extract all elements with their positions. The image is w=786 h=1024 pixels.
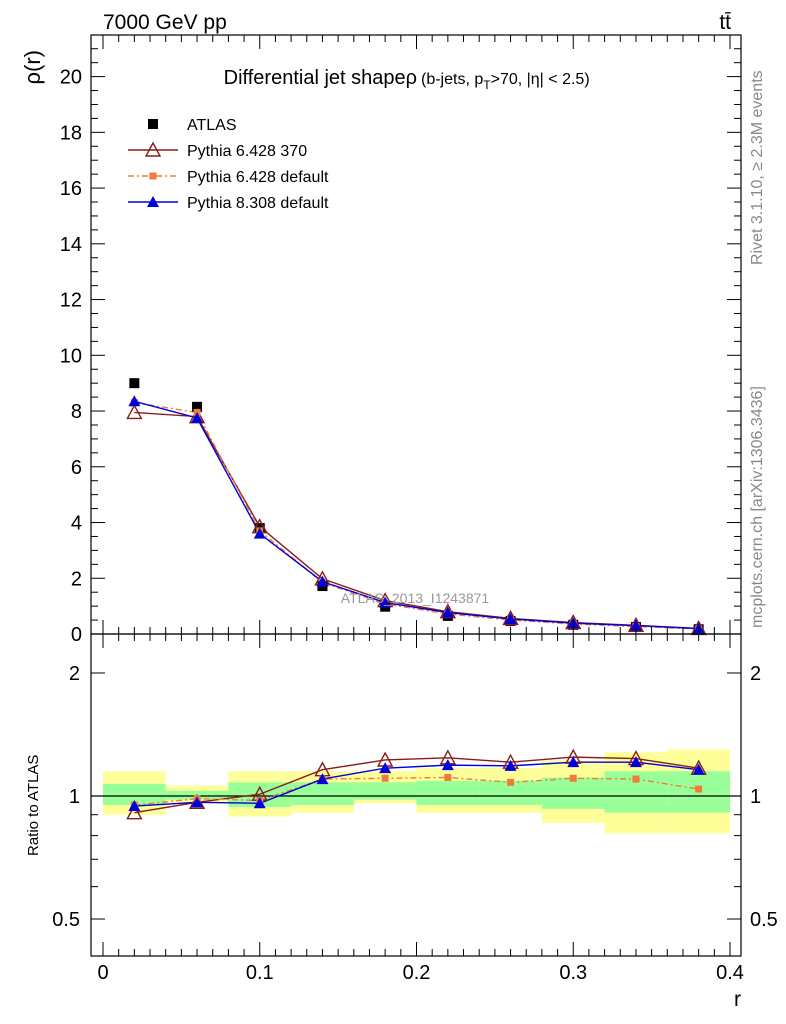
main-y-tick-label: 20 (60, 67, 82, 89)
main-point-pythia-8-308-default (629, 619, 642, 631)
legend-marker-pythia-6-428-default (149, 172, 157, 180)
ratio-point-pythia-8-308-default (379, 762, 392, 774)
ratio-point-pythia-8-308-default (191, 796, 204, 808)
ratio-y-tick-label-right: 1 (750, 786, 761, 808)
main-point-pythia-8-308-default (316, 575, 329, 587)
ratio-line-pythia-8-308-default (134, 761, 699, 807)
main-axis-ticks: 0 2 4 6 8 10 12 14 16 18 20 (60, 35, 741, 646)
main-line-pythia-8-308-default (134, 400, 699, 630)
ratio-series-markers (126, 748, 707, 820)
main-y-tick-label: 2 (71, 568, 82, 590)
x-tick-label: 0.4 (716, 962, 744, 984)
main-y-tick-label: 14 (60, 234, 82, 256)
x-tick-label: 0.1 (246, 962, 274, 984)
ratio-point-pythia-6-428-default (444, 773, 452, 781)
main-y-tick-label: 10 (60, 345, 82, 367)
legend: ATLAS Pythia 6.428 370 Pythia 6.428 defaul… (128, 117, 329, 212)
main-y-axis-label: ρ(r) (20, 50, 45, 85)
legend-label-atlas: ATLAS (187, 117, 237, 134)
main-point-pythia-8-308-default (191, 412, 204, 424)
main-panel: 0 2 4 6 8 10 12 14 16 18 20 ρ(r) Differential jet … (20, 34, 742, 646)
main-point-atlas (192, 401, 203, 412)
legend-label-pythia-8-308-default: Pythia 8.308 default (187, 195, 329, 212)
ratio-series-lines (134, 756, 699, 814)
ratio-line-pythia-6-428-370 (134, 756, 699, 814)
ratio-y-tick-label-right: 2 (750, 663, 761, 685)
ratio-line-pythia-6-428-default (134, 776, 699, 806)
ratio-y-axis-label: Ratio to ATLAS (25, 755, 42, 856)
main-point-pythia-8-308-default (253, 527, 266, 539)
main-y-tick-label: 4 (71, 513, 82, 535)
main-subtitle: (b-jets, pT>70, |η| < 2.5) (421, 71, 590, 92)
stat-uncertainty-band (291, 782, 354, 806)
main-series-lines (134, 400, 699, 630)
ratio-frame (90, 633, 742, 957)
ratio-point-pythia-8-308-default (629, 756, 642, 768)
ratio-y-tick-label-left: 0.5 (52, 909, 80, 931)
ratio-y-tick-label-left: 2 (69, 663, 80, 685)
ratio-point-pythia-8-308-default (692, 763, 705, 775)
legend-marker-atlas (148, 119, 158, 129)
ratio-point-pythia-8-308-default (441, 759, 454, 771)
process-label: tt̄ (719, 11, 731, 34)
stat-uncertainty-band (416, 780, 480, 806)
stat-uncertainty-band (103, 783, 166, 806)
ratio-panel: 0.5 0.5 1 1 2 2 0 0.1 0.2 0.3 0.4 Ratio to ATLAS r (25, 633, 778, 1011)
main-line-pythia-6-428-default (134, 401, 699, 630)
ratio-point-pythia-6-428-default (381, 774, 389, 782)
subtitle-part-1: (b-jets, p (421, 71, 483, 88)
ratio-point-pythia-8-308-default (128, 800, 141, 812)
legend-label-pythia-6-428-default: Pythia 6.428 default (187, 169, 329, 186)
mcplots-label: mcplots.cern.ch [arXiv:1306.3436] (749, 386, 766, 628)
main-y-tick-label: 16 (60, 178, 82, 200)
main-point-pythia-8-308-default (379, 596, 392, 608)
stat-uncertainty-band (353, 782, 417, 800)
ratio-point-pythia-6-428-default (632, 775, 640, 783)
ratio-point-pythia-6-428-default (695, 785, 703, 793)
x-tick-label: 0.2 (403, 962, 431, 984)
ratio-y-tick-label-left: 1 (69, 786, 80, 808)
main-point-pythia-8-308-default (128, 395, 141, 407)
subtitle-subscript: T (483, 78, 491, 92)
legend-marker-pythia-6-428-370 (144, 141, 162, 157)
main-y-tick-label: 0 (71, 624, 82, 646)
legend-label-pythia-6-428-370: Pythia 6.428 370 (187, 143, 307, 160)
ratio-point-pythia-8-308-default (567, 756, 580, 768)
x-tick-label: 0 (97, 962, 108, 984)
legend-marker-pythia-8-308-default (147, 196, 159, 207)
ratio-y-tick-label-right: 0.5 (750, 909, 778, 931)
x-axis-label: r (734, 988, 741, 1011)
analysis-watermark: ATLAS_2013_I1243871 (341, 590, 490, 606)
main-point-pythia-8-308-default (441, 606, 454, 618)
energy-label: 7000 GeV pp (103, 11, 227, 34)
main-y-tick-label: 12 (60, 290, 82, 312)
ratio-point-pythia-6-428-370 (126, 804, 143, 820)
stat-uncertainty-band (541, 777, 605, 809)
main-point-pythia-8-308-default (504, 612, 517, 624)
main-point-atlas (129, 378, 140, 389)
ratio-point-pythia-6-428-default (569, 774, 577, 782)
main-point-pythia-6-428-370 (126, 403, 143, 420)
ratio-point-pythia-8-308-default (316, 773, 329, 785)
x-tick-label: 0.3 (559, 962, 587, 984)
ratio-point-pythia-8-308-default (504, 759, 517, 771)
rivet-version-label: Rivet 3.1.10, ≥ 2.3M events (749, 70, 766, 265)
subtitle-part-2: >70, |η| < 2.5) (491, 71, 590, 88)
main-title: Differential jet shapeρ (224, 67, 417, 89)
main-y-tick-label: 6 (71, 457, 82, 479)
ratio-axis-ticks: 0.5 0.5 1 1 2 2 0 0.1 0.2 0.3 0.4 (52, 634, 778, 984)
main-y-tick-label: 18 (60, 122, 82, 144)
ratio-point-pythia-8-308-default (253, 797, 266, 809)
ratio-point-pythia-6-428-default (507, 778, 515, 786)
main-y-tick-label: 8 (71, 401, 82, 423)
